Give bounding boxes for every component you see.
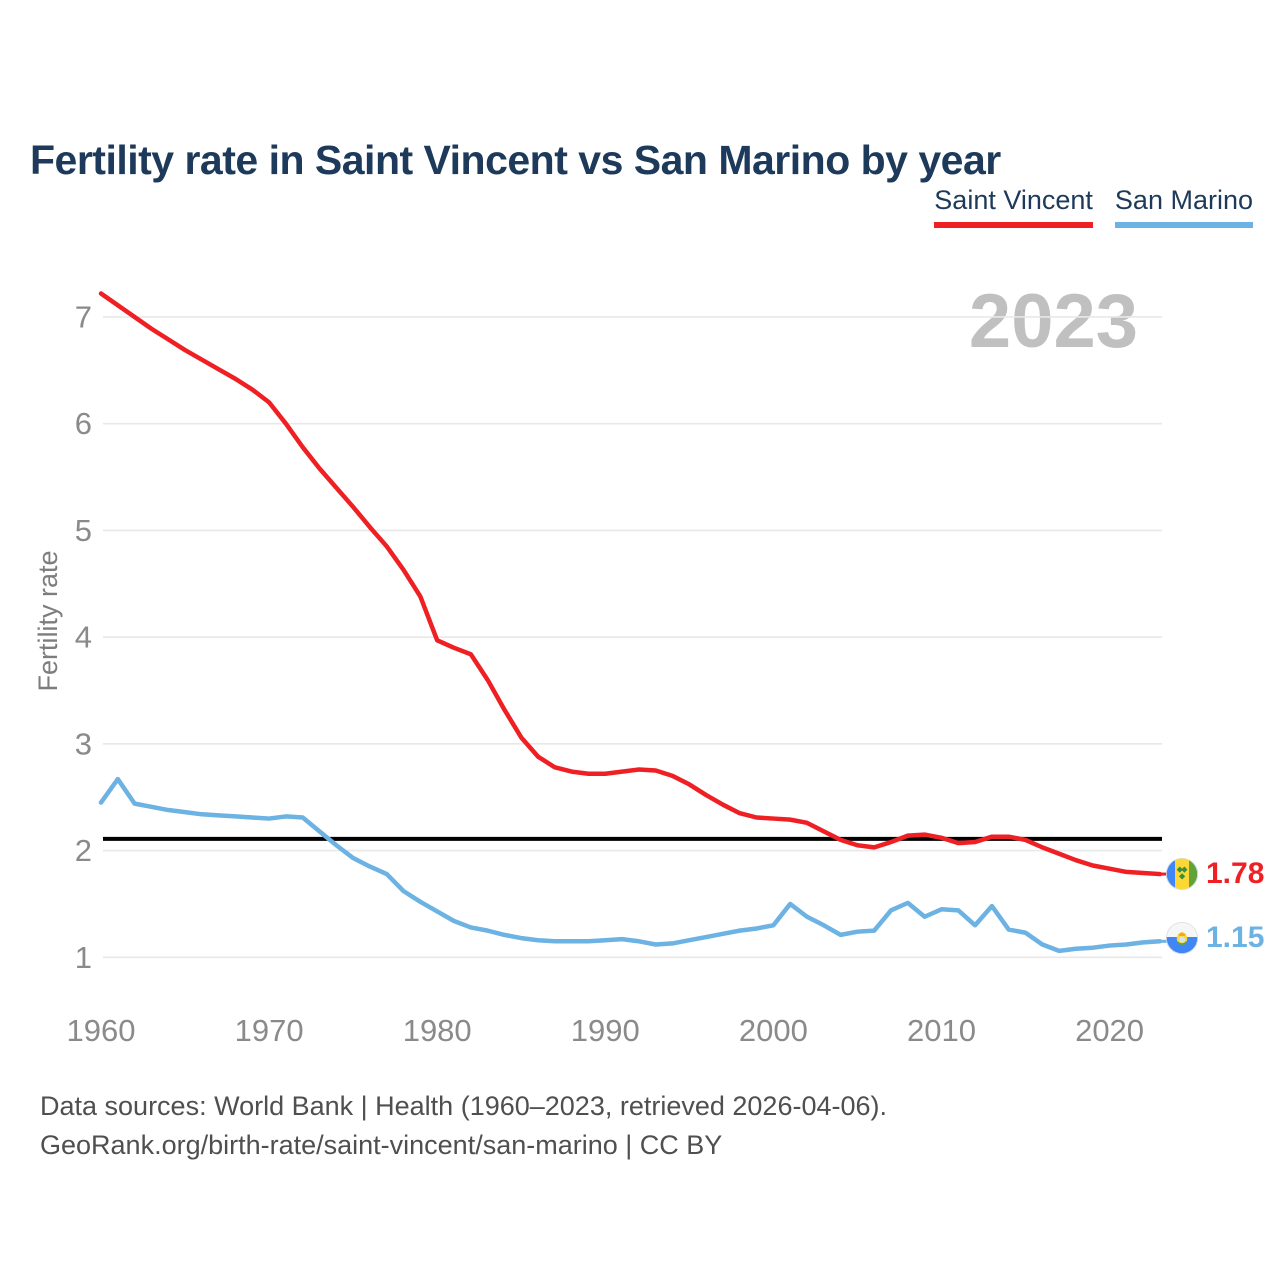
legend-label-saint-vincent: Saint Vincent bbox=[934, 185, 1093, 228]
y-tick-label-5: 5 bbox=[75, 513, 92, 548]
x-tick-label-2000: 2000 bbox=[739, 1013, 808, 1048]
legend-label-san-marino: San Marino bbox=[1114, 185, 1253, 228]
end-label-san-marino: 1.15 bbox=[1166, 921, 1264, 955]
x-tick-label-1980: 1980 bbox=[403, 1013, 472, 1048]
san-marino-flag-icon bbox=[1166, 922, 1198, 954]
series-line-saint-vincent[interactable] bbox=[98, 291, 1163, 877]
x-tick-label-2020: 2020 bbox=[1075, 1013, 1144, 1048]
data-sources-line: Data sources: World Bank | Health (1960–… bbox=[40, 1091, 887, 1121]
x-tick-label-2010: 2010 bbox=[907, 1013, 976, 1048]
y-tick-label-7: 7 bbox=[75, 299, 92, 334]
legend-item-san-marino[interactable]: San Marino bbox=[1114, 185, 1253, 228]
attribution-footer: Data sources: World Bank | Health (1960–… bbox=[40, 1087, 1240, 1165]
y-tick-label-2: 2 bbox=[75, 833, 92, 868]
x-tick-label-1970: 1970 bbox=[235, 1013, 304, 1048]
end-label-saint-vincent: 1.78 bbox=[1166, 857, 1264, 891]
year-watermark: 2023 bbox=[968, 279, 1138, 364]
series-line-san-marino[interactable] bbox=[98, 776, 1163, 954]
y-tick-label-1: 1 bbox=[75, 940, 92, 975]
y-tick-label-3: 3 bbox=[75, 726, 92, 761]
y-tick-label-6: 6 bbox=[75, 406, 92, 441]
page-title: Fertility rate in Saint Vincent vs San M… bbox=[30, 137, 1001, 184]
end-value-saint-vincent: 1.78 bbox=[1206, 857, 1265, 890]
source-url-line: GeoRank.org/birth-rate/saint-vincent/san… bbox=[40, 1130, 723, 1160]
x-tick-label-1990: 1990 bbox=[571, 1013, 640, 1048]
saint-vincent-flag-icon bbox=[1166, 858, 1198, 890]
y-tick-label-4: 4 bbox=[75, 620, 92, 655]
legend: Saint Vincent San Marino bbox=[934, 185, 1253, 228]
legend-item-saint-vincent[interactable]: Saint Vincent bbox=[934, 185, 1093, 228]
x-tick-label-1960: 1960 bbox=[67, 1013, 136, 1048]
end-value-san-marino: 1.15 bbox=[1206, 921, 1265, 954]
